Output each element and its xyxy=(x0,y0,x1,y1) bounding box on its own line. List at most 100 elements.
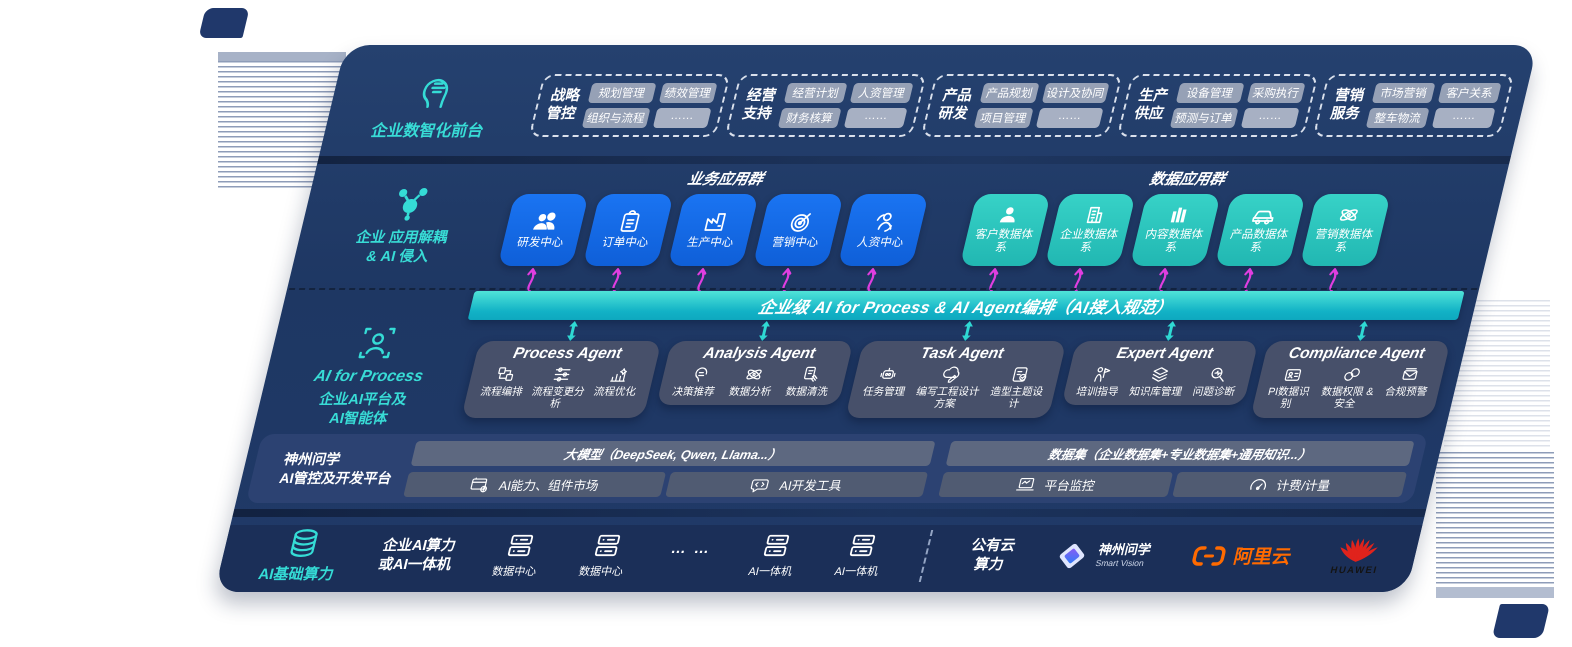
idcard-icon xyxy=(1284,369,1302,382)
teal-double-arrow-icon xyxy=(962,321,973,342)
chip: 设备管理 xyxy=(1175,82,1245,103)
monitor-icon xyxy=(1015,477,1035,491)
tile-enterprise-data: 企业数据体系 xyxy=(1038,193,1136,292)
flow-icon xyxy=(497,367,513,382)
agent-compliance: Compliance Agent PI数据识别 数据权限 & 安全 xyxy=(1250,321,1455,418)
ai-orchestration-banner: 企业级 AI for Process & AI Agent编排（AI接入规范） xyxy=(467,290,1465,321)
magenta-arrow-icon xyxy=(1159,267,1169,292)
car-icon xyxy=(1251,210,1274,225)
server-icon xyxy=(763,534,790,557)
chip: …… xyxy=(843,107,908,128)
bevel-divider xyxy=(317,155,1512,164)
lock-link-icon xyxy=(1343,368,1360,382)
magenta-arrow-icon xyxy=(1329,267,1339,292)
target-icon xyxy=(790,212,812,232)
chip: 客户关系 xyxy=(1437,82,1502,103)
smartvision-logo: 神州问学 Smart Vision xyxy=(1051,539,1153,573)
tile-order-center: 订单中心 xyxy=(576,193,674,292)
agent-process: Process Agent 流程编排 流程变更分析 xyxy=(461,321,666,418)
building-icon xyxy=(1086,207,1103,224)
data-app-group: 数据应用群 客户数据体系 xyxy=(954,164,1398,292)
platform-cell-billing: 计费/计量 xyxy=(1172,471,1408,497)
model-bar: 大模型（DeepSeek, Qwen, Llama...） xyxy=(410,440,936,466)
tile-hr-center: 人资中心 xyxy=(831,193,929,292)
clean-icon xyxy=(803,367,818,383)
person-icon xyxy=(999,207,1015,223)
clipboard-icon xyxy=(620,210,640,232)
alibaba-cloud-logo: 阿里云 xyxy=(1189,542,1294,569)
server-icon xyxy=(594,534,620,557)
person-sync-icon xyxy=(876,212,893,232)
server-icon xyxy=(507,534,534,557)
atom-icon xyxy=(1339,209,1358,222)
diagnose-icon xyxy=(1211,368,1224,383)
tile-product-data: 产品数据体系 xyxy=(1208,193,1306,292)
chip: 财务核算 xyxy=(777,107,842,128)
app-layer-band: 企业 应用解耦 & AI 侵入 业务应用群 xyxy=(287,164,1509,292)
group-marketing: 营销服务 市场营销 客户关系 整车物流 …… xyxy=(1312,73,1515,137)
robot-icon xyxy=(880,368,896,380)
chip: 组织与流程 xyxy=(581,107,651,128)
ellipsis: … … xyxy=(669,540,714,557)
server-appliance-1: AI一体机 xyxy=(747,532,802,579)
server-icon xyxy=(850,534,876,557)
platform-cell-monitor: 平台监控 xyxy=(938,471,1174,497)
chip: 市场营销 xyxy=(1371,82,1436,103)
enterprise-compute-label: 企业AI算力 或AI一体机 xyxy=(376,537,458,573)
infra-label: AI基础算力 xyxy=(256,527,345,584)
data-group-title: 数据应用群 xyxy=(1147,170,1227,188)
magenta-arrow-icon xyxy=(782,267,792,292)
cloud-pen-icon xyxy=(943,366,960,384)
group-product: 产品研发 产品规划 设计及协同 项目管理 …… xyxy=(920,73,1123,137)
group-production: 生产供应 设备管理 采购执行 预测与订单 …… xyxy=(1116,73,1319,137)
tile-content-data: 内容数据体系 xyxy=(1123,193,1221,292)
sliders-icon xyxy=(553,367,571,382)
chip: 预测与订单 xyxy=(1169,107,1239,128)
columns-icon xyxy=(1170,208,1187,223)
database-icon xyxy=(289,529,318,557)
factory-icon xyxy=(704,212,727,231)
agent-expert: Expert Agent 培训指导 知识库管理 xyxy=(1061,321,1263,406)
chip: 整车物流 xyxy=(1365,107,1430,128)
agent-task: Task Agent 任务管理 编写工程设计方案 xyxy=(844,321,1072,418)
platform-cell-devtools: AI开发工具 xyxy=(665,471,929,497)
magenta-arrow-icon xyxy=(989,267,999,292)
digital-brain-icon xyxy=(422,78,448,108)
corner-accent-bottom-right xyxy=(1491,604,1551,638)
training-icon xyxy=(1093,367,1110,383)
agent-analysis: Analysis Agent 决策推荐 数据分析 xyxy=(655,321,858,406)
front-groups-row: 战略管控 规划管理 绩效管理 组织与流程 …… 经营支持 经营计划 人资管理 财… xyxy=(524,55,1519,156)
gauge-icon xyxy=(1250,478,1266,490)
chip: 项目管理 xyxy=(973,107,1034,128)
tile-production-center: 生产中心 xyxy=(661,193,759,292)
decouple-layer-label: 企业 应用解耦 & AI 侵入 xyxy=(287,164,522,288)
smartvision-diamond-icon xyxy=(1060,543,1085,568)
teal-double-arrow-icon xyxy=(567,321,579,342)
huawei-logo: HUAWEI xyxy=(1329,536,1386,576)
front-layer-title: 企业数智化前台 xyxy=(369,122,486,140)
magenta-arrow-icon xyxy=(867,267,877,292)
magenta-arrow-icon xyxy=(612,267,622,292)
chip: 绩效管理 xyxy=(658,82,718,103)
teal-double-arrow-icon xyxy=(1164,321,1176,342)
chip: 产品规划 xyxy=(979,82,1040,103)
magenta-arrow-icon xyxy=(1244,267,1254,292)
alibaba-bracket-icon xyxy=(1192,545,1226,566)
chip: 人资管理 xyxy=(849,82,914,103)
chip: …… xyxy=(1431,107,1496,128)
platform-label: 神州问学 AI管控及开发平台 xyxy=(277,451,394,486)
magenta-arrow-icon xyxy=(697,267,707,292)
design-card-icon xyxy=(1012,367,1028,383)
platform-cell-marketplace: AI能力、组件市场 xyxy=(403,471,667,497)
business-group-title: 业务应用群 xyxy=(685,170,765,188)
platform-box: 神州问学 AI管控及开发平台 大模型（DeepSeek, Qwen, Llama… xyxy=(245,434,1429,504)
server-appliance-2: AI一体机 xyxy=(833,532,888,579)
dashed-divider xyxy=(288,287,1478,290)
stripe-decoration-right xyxy=(1436,452,1554,598)
server-datacenter-2: 数据中心 xyxy=(577,532,632,579)
public-cloud-label: 公有云 算力 xyxy=(969,537,1018,573)
alert-mail-icon xyxy=(1402,368,1418,381)
decouple-layer-title: 企业 应用解耦 & AI 侵入 xyxy=(354,230,450,266)
chip: 采购执行 xyxy=(1246,82,1306,103)
